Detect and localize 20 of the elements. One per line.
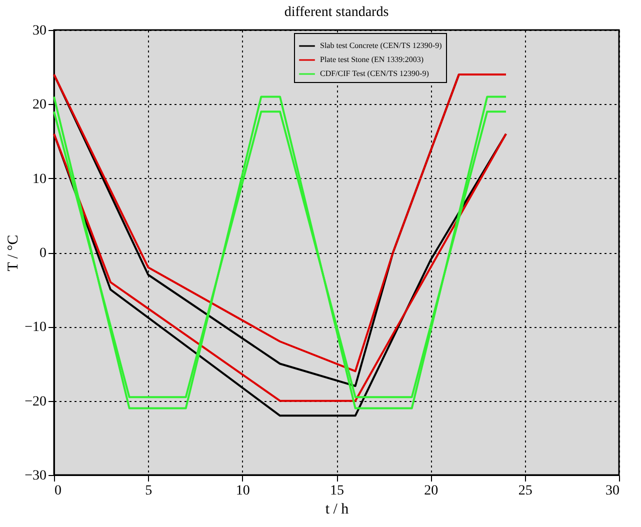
x-tick-label: 5: [145, 484, 152, 498]
legend-label: Slab test Concrete (CEN/TS 12390-9): [320, 41, 442, 50]
y-axis-title: T / °C: [6, 234, 22, 272]
x-axis-title: t / h: [325, 502, 350, 518]
y-tick-label: −20: [24, 394, 46, 410]
legend-label: Plate test Stone (EN 1339:2003): [320, 55, 424, 64]
y-tick-label: −30: [24, 468, 46, 484]
x-tick-label: 25: [518, 484, 532, 498]
y-tick-label: 20: [32, 98, 46, 113]
y-tick-label: 30: [32, 24, 46, 38]
y-tick-label: −10: [24, 320, 46, 336]
x-tick-label: 10: [236, 484, 250, 498]
y-tick-label: 10: [32, 172, 46, 187]
x-tick-label: 20: [424, 484, 438, 498]
x-tick-label: 30: [606, 484, 620, 498]
y-tick-label: 0: [40, 246, 46, 261]
chart-title: different standards: [284, 5, 389, 20]
x-tick-label: 0: [54, 484, 62, 498]
x-tick-label: 15: [330, 484, 344, 498]
legend-label: CDF/CIF Test (CEN/TS 12390-9): [320, 69, 430, 78]
